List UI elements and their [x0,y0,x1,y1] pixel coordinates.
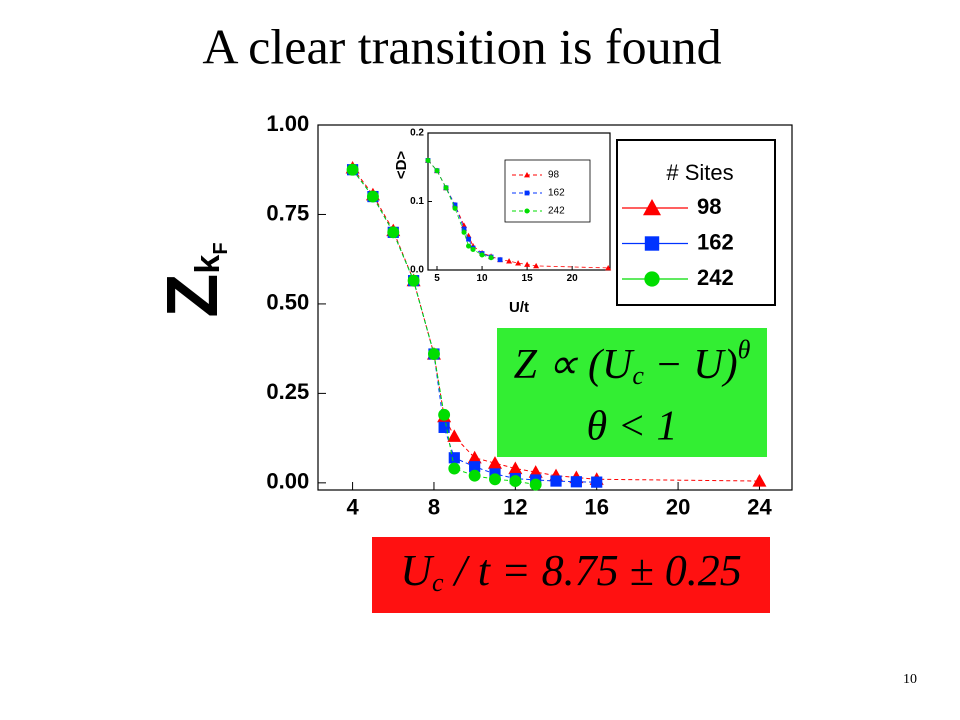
marker [467,450,482,464]
y-axis-label-part: k [189,255,227,274]
marker [533,262,540,269]
marker [452,205,458,211]
y-axis-label-part: F [210,242,232,254]
slide-title: A clear transition is found [202,18,721,74]
x-tick-label: 5 [434,273,440,284]
equation-part: c [432,568,444,597]
marker [644,271,660,287]
x-tick-label: 8 [428,495,440,520]
equation-part: / t = 8.75 ± 0.25 [444,546,742,595]
marker [465,243,472,249]
y-tick-label: 1.00 [266,111,309,136]
y-tick-label: 0.75 [266,200,309,225]
x-tick-label: 15 [522,273,534,284]
marker [643,199,661,216]
y-axis-label: <D> [393,151,410,180]
equation-part: θ [738,335,751,364]
marker [570,476,582,488]
marker [497,257,503,263]
y-tick-label: 0.2 [410,128,424,139]
x-tick-label: 24 [747,495,772,520]
equation: Z ∝ (Uc − U)θ [514,335,751,390]
marker [488,255,494,261]
marker [438,408,451,421]
marker [468,469,481,482]
marker [448,452,460,464]
marker [487,456,502,469]
marker [407,274,420,287]
page-number: 10 [903,672,917,687]
marker [443,185,449,191]
marker [448,462,461,475]
marker [550,475,562,487]
marker [479,252,485,258]
y-tick-label: 0.50 [266,290,309,315]
x-tick-label: 12 [503,495,527,520]
x-tick-label: 16 [584,495,608,520]
x-tick-label: 20 [666,495,690,520]
x-tick-label: 4 [346,495,359,520]
legend-label: 162 [548,188,565,199]
marker [489,473,501,486]
legend-label: 242 [548,206,565,217]
y-tick-label: 0.25 [266,379,309,404]
plots: 4 8 12 16 20 240.000.250.500.751.00# Sites981… [153,111,793,520]
legend-title: # Sites [666,160,733,185]
marker [524,172,530,178]
x-tick-label: 20 [567,273,579,284]
marker [644,236,660,251]
plot: 5 10 15 20 0.0 0.1 0.2 98 162 242 U/t <D> [393,128,612,316]
marker [469,461,481,473]
equation-box [372,537,770,613]
marker [438,421,450,433]
legend-label: 98 [697,194,721,219]
marker [466,236,471,242]
marker [425,157,431,163]
marker [524,208,530,214]
marker [524,190,530,196]
marker [509,475,522,488]
y-tick-label: 0.00 [266,469,309,494]
y-tick-label: 0.0 [410,265,424,276]
marker [605,264,612,271]
marker [508,461,523,475]
equation: Uc / t = 8.75 ± 0.25 [400,546,742,597]
equation-part: − U) [644,342,738,388]
marker [515,260,522,266]
marker [506,258,513,264]
marker [428,348,440,360]
equation-part: c [632,361,644,390]
y-tick-label: 0.1 [410,196,424,207]
marker [461,229,467,235]
y-axis-label: ZkF [153,242,233,317]
legend-box [504,159,591,223]
equation-part: Z ∝ (U [514,342,635,388]
x-axis-label: U/t [509,299,529,316]
marker [524,261,531,267]
legend-label: 98 [548,170,560,181]
y-axis-label-part: Z [153,274,233,318]
marker [752,474,767,487]
equation-part: U [400,546,435,595]
marker [461,226,467,232]
marker [452,202,458,208]
equation: θ < 1 [587,404,678,450]
x-tick-label: 10 [476,273,488,284]
equation-box [497,328,767,457]
series-line [427,160,492,259]
marker [591,476,603,488]
marker [470,246,476,252]
marker [434,168,440,174]
legend-label: 242 [697,265,734,290]
marker [387,226,400,239]
legend-label: 162 [697,229,734,254]
marker [346,163,359,176]
marker [366,190,379,203]
legend-box [616,139,776,306]
marker [529,478,542,491]
marker [447,429,462,442]
